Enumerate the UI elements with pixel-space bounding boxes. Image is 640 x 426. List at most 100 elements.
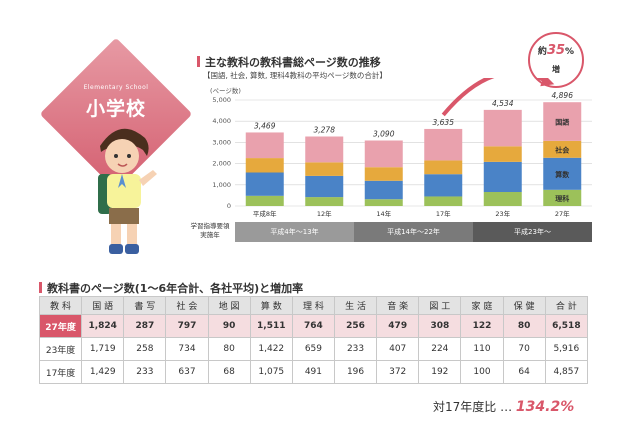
table-cell: 4,857 — [544, 360, 589, 384]
bar-segment — [245, 195, 284, 206]
badge-text: Elementary School 小学校 — [62, 60, 170, 168]
increase-bubble: 約35% 増 — [528, 32, 584, 88]
bubble-suffix: 増 — [552, 65, 560, 74]
bar-segment — [364, 140, 403, 168]
series-label: 国語 — [555, 118, 569, 127]
chart-title: 主な教科の教科書総ページ数の推移 — [197, 54, 381, 70]
bar-segment — [305, 175, 344, 198]
x-tick-label: 平成8年 — [253, 209, 277, 218]
badge-title: 小学校 — [85, 98, 146, 120]
stacked-bar-chart: (ページ数) 0 1,000 2,000 3,000 4,000 5,000 3,469 平成8… — [210, 78, 592, 218]
table-cell: 196 — [333, 360, 378, 384]
total-label: 3,278 — [314, 126, 336, 135]
bubble-value: 35 — [546, 43, 566, 58]
table-title: 教科書のページ数(1～6年合計、各社平均)と増加率 — [39, 280, 303, 296]
table-row: 27年度 1,824 287 797 90 1,511 764 256 479 308 122 80 6… — [38, 314, 589, 338]
student-illustration — [98, 128, 157, 254]
total-label: 3,635 — [433, 118, 455, 127]
x-tick-label: 17年 — [436, 209, 451, 218]
chart-title-text: 主な教科の教科書総ページ数の推移 — [205, 56, 381, 69]
table-cell: 308 — [418, 314, 462, 338]
table-cell: 224 — [418, 337, 462, 361]
bar-segment — [245, 172, 284, 196]
table-cell: 233 — [333, 337, 378, 361]
y-axis-label: (ページ数) — [210, 86, 241, 95]
table-cell: 659 — [291, 337, 335, 361]
table-cell: 734 — [165, 337, 209, 361]
bar-segment — [483, 192, 522, 206]
column-header: 保 健 — [502, 296, 546, 315]
table-row: 17年度 1,429 233 637 68 1,075 491 196 372 192 100 64 4… — [38, 360, 589, 384]
growth-arrow — [441, 78, 550, 117]
bar-segment — [364, 180, 403, 200]
bar-segment — [543, 102, 582, 141]
bar-segment — [305, 197, 344, 206]
table-cell: 80 — [502, 314, 546, 338]
column-header: 家 庭 — [460, 296, 504, 315]
total-label: 4,896 — [552, 91, 574, 100]
column-header: 書 写 — [123, 296, 167, 315]
y-tick-label: 0 — [227, 202, 231, 210]
bar-segment — [424, 128, 463, 161]
table-cell: 256 — [333, 314, 378, 338]
table-cell: 5,916 — [544, 337, 589, 361]
x-tick-label: 14年 — [376, 209, 391, 218]
table-cell: 1,429 — [81, 360, 125, 384]
column-header: 音 楽 — [376, 296, 420, 315]
bar-segment — [305, 136, 344, 163]
ratio-unit: % — [560, 399, 575, 415]
table-cell: 764 — [291, 314, 335, 338]
bubble-unit: % — [565, 47, 575, 57]
y-tick-label: 2,000 — [212, 160, 231, 168]
bar-segment — [483, 161, 522, 193]
column-header: 国 語 — [81, 296, 125, 315]
column-header: 教 科 — [38, 296, 83, 315]
bar-segment — [543, 189, 582, 206]
column-header: 生 活 — [333, 296, 378, 315]
chart-subtitle: 【国語, 社会, 算数, 理科4教科の平均ページ数の合計】 — [203, 71, 387, 80]
x-tick-label: 27年 — [555, 209, 570, 218]
table-row: 23年度 1,719 258 734 80 1,422 659 233 407 224 110 70 5… — [38, 337, 589, 361]
table-cell: 233 — [123, 360, 167, 384]
table-cell: 1,075 — [249, 360, 293, 384]
bar-segment — [424, 196, 463, 206]
bar-segment — [424, 174, 463, 197]
table-cell: 100 — [460, 360, 504, 384]
table-cell: 122 — [460, 314, 504, 338]
y-tick-label: 4,000 — [212, 117, 231, 125]
era-band: 平成4年～13年 — [235, 222, 354, 242]
table-body: 27年度 1,824 287 797 90 1,511 764 256 479 308 122 80 6… — [38, 314, 589, 384]
bar-segment — [483, 146, 522, 162]
total-label: 3,469 — [254, 121, 276, 130]
ratio-prefix: 対17年度比 … — [433, 400, 513, 414]
x-tick-label: 23年 — [495, 209, 510, 218]
bubble-prefix: 約 — [537, 47, 547, 57]
bar-segment — [543, 140, 582, 158]
era-label: 学習指導要領 実施年 — [190, 222, 230, 239]
table-cell: 637 — [165, 360, 209, 384]
bar-segment — [483, 109, 522, 147]
table-cell: 1,422 — [249, 337, 293, 361]
growth-arrowhead — [540, 78, 555, 87]
y-tick-label: 1,000 — [212, 181, 231, 189]
table-cell: 287 — [123, 314, 167, 338]
bar-segment — [245, 132, 284, 159]
row-header: 27年度 — [38, 314, 83, 338]
bar-segment — [364, 167, 403, 181]
y-tick-label: 3,000 — [212, 138, 231, 146]
table-cell: 90 — [207, 314, 251, 338]
bar-segment — [245, 158, 284, 173]
column-header: 理 科 — [291, 296, 335, 315]
column-header: 地 図 — [207, 296, 251, 315]
table-cell: 1,719 — [81, 337, 125, 361]
table-cell: 797 — [165, 314, 209, 338]
badge-subtitle: Elementary School — [83, 84, 149, 91]
column-header: 算 数 — [249, 296, 293, 315]
table-cell: 1,824 — [81, 314, 125, 338]
y-tick-label: 5,000 — [212, 96, 231, 104]
pages-table: 教 科国 語書 写社 会地 図算 数理 科生 活音 楽図 工家 庭保 健合 計 … — [38, 296, 589, 384]
table-cell: 110 — [460, 337, 504, 361]
bubble-percent: 約35% — [530, 43, 582, 58]
series-label: 理科 — [555, 194, 569, 203]
title-accent-bar — [39, 282, 42, 293]
